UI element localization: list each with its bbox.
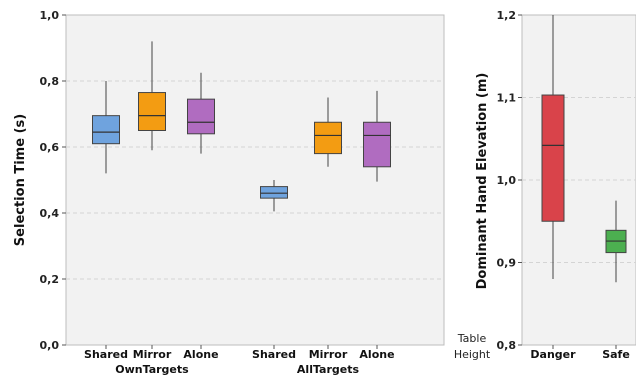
y-tick-label: 1,0 xyxy=(40,9,60,22)
category-label: Mirror xyxy=(133,348,172,361)
y-tick-label: 1,1 xyxy=(497,92,517,105)
box-iqr xyxy=(541,94,565,222)
box-iqr xyxy=(363,121,391,168)
table-height-label-line2: Height xyxy=(454,348,491,361)
box-AllTargets-Mirror xyxy=(314,97,342,167)
y-tick-label: 0,6 xyxy=(40,141,60,154)
y-tick-label: 0,8 xyxy=(40,75,60,88)
y-tick-label: 1,0 xyxy=(497,174,517,187)
category-label: Alone xyxy=(359,348,394,361)
box-OwnTargets-Mirror xyxy=(138,41,166,151)
box-AllTargets-Shared xyxy=(260,180,288,212)
y-tick-label: 0,4 xyxy=(40,207,60,220)
hand-elevation-chart: 0,8 0,9 1,0 1,1 1,2 Danger Safe Dominant Hand… xyxy=(454,9,636,361)
category-label: Safe xyxy=(602,348,630,361)
box-OwnTargets-Shared xyxy=(92,81,120,174)
y-tick-label: 0,8 xyxy=(497,339,517,352)
box-iqr xyxy=(92,115,120,145)
box-Danger xyxy=(541,15,565,279)
box-Safe xyxy=(605,200,627,283)
category-label: Danger xyxy=(530,348,576,361)
y-axis-title-right: Dominant Hand Elevation (m) xyxy=(475,73,490,290)
table-height-label-line1: Table xyxy=(457,332,487,345)
plot-area-left xyxy=(65,14,445,346)
box-iqr xyxy=(187,98,215,135)
category-label: Shared xyxy=(252,348,296,361)
box-iqr xyxy=(138,92,166,132)
box-iqr xyxy=(260,186,288,199)
y-tick-label: 0,0 xyxy=(40,339,60,352)
group-label: OwnTargets xyxy=(115,363,189,376)
box-OwnTargets-Alone xyxy=(187,72,215,154)
category-label: Mirror xyxy=(309,348,348,361)
y-axis-title-left: Selection Time (s) xyxy=(13,114,28,246)
y-tick-label: 0,9 xyxy=(497,257,517,270)
y-tick-label: 1,2 xyxy=(497,9,517,22)
category-label: Alone xyxy=(183,348,218,361)
selection-time-chart: 0,0 0,2 0,4 0,6 0,8 1,0 Shared Mirror Alone Shar… xyxy=(13,9,445,376)
box-AllTargets-Alone xyxy=(363,90,391,182)
category-label: Shared xyxy=(84,348,128,361)
y-tick-label: 0,2 xyxy=(40,273,60,286)
group-label: AllTargets xyxy=(297,363,360,376)
box-iqr xyxy=(314,121,342,155)
